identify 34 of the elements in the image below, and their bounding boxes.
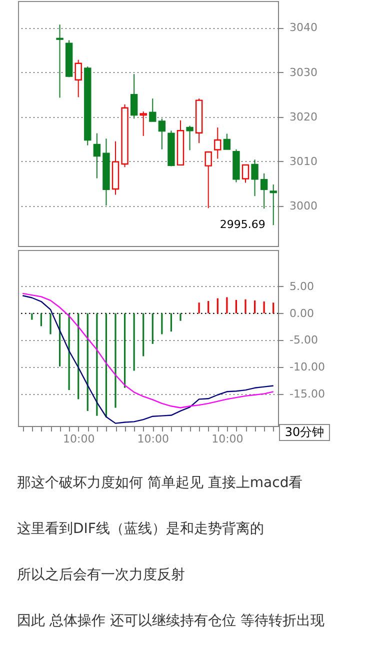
text: 这里看到DIF线（蓝线）是和走势背离的 (17, 520, 265, 539)
annotation: 2995.69 (220, 218, 266, 232)
candlestick (149, 98, 156, 122)
text: 那这个破坏力度如何 简单起见 直接上macd看 (17, 474, 304, 493)
candlestick (204, 151, 212, 209)
text: 30分钟 (279, 424, 330, 441)
candlestick (251, 159, 258, 197)
candlestick (93, 132, 101, 179)
candlestick (74, 59, 82, 98)
y-tick-label: 5.00 (290, 280, 314, 293)
text: 所以之后会有一次力度反射 (17, 566, 186, 585)
candlestick (270, 184, 277, 226)
x-tick-label: 10:00 (137, 432, 169, 446)
candlestick (214, 127, 222, 160)
candlestick (158, 118, 166, 150)
x-tick-label: 10:00 (212, 432, 244, 446)
y-tick-label: -5.00 (290, 334, 318, 347)
y-tick-label: 3000 (290, 199, 318, 212)
y-tick-label: -10.00 (290, 360, 325, 374)
candlestick (130, 74, 138, 120)
y-tick-label: 3040 (290, 21, 318, 34)
y-tick-label: 0.00 (290, 306, 314, 320)
candlestick (140, 110, 147, 136)
y-tick-label: -15.00 (290, 387, 325, 400)
y-tick-label: 3020 (290, 110, 318, 124)
x-tick-label: 10:00 (63, 432, 95, 446)
candlestick (242, 164, 250, 184)
candlestick (56, 24, 64, 98)
y-tick-label: 3030 (290, 66, 318, 79)
candlestick (223, 133, 231, 150)
candlestick (186, 125, 194, 151)
candlestick (260, 172, 268, 210)
y-tick-label: 3010 (290, 154, 318, 168)
text: 因此 总体操作 还可以继续持有仓位 等待转折出现 (17, 612, 326, 630)
